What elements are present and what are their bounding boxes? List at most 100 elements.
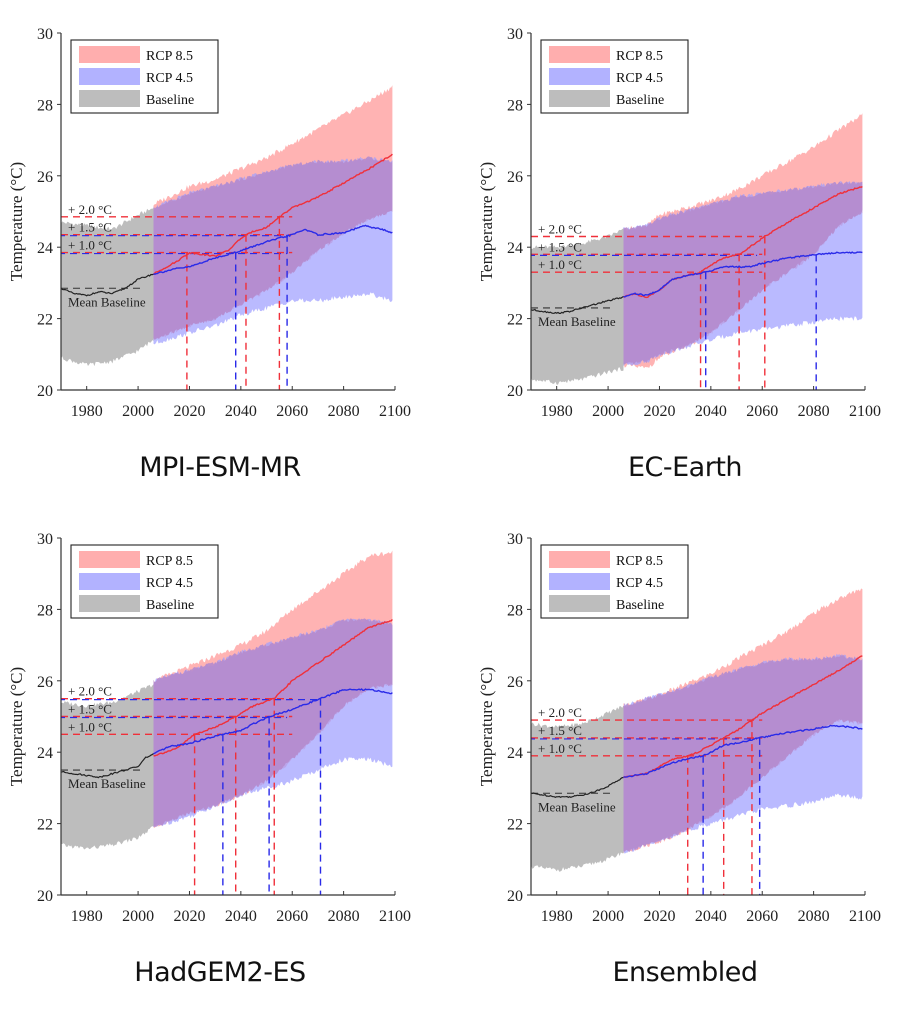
x-tick-label: 2020	[643, 403, 675, 420]
x-tick-label: 2100	[379, 403, 411, 420]
panel-mpi-esm-mr: 20 22 24 26 28 30 1980 2000 2020 2040 2060 2080 2100…	[0, 0, 440, 445]
threshold-label: + 1.5 °C	[68, 220, 112, 235]
x-tick-label: 2000	[592, 908, 624, 925]
y-tick-label: 24	[37, 240, 53, 257]
panel-title-hadgem2-es: HadGEM2-ES	[134, 957, 306, 988]
y-tick-label: 28	[507, 97, 523, 114]
baseline-mean-line	[60, 273, 154, 297]
y-tick-label: 30	[37, 26, 53, 43]
x-tick-label: 2020	[173, 403, 205, 420]
y-axis-label: Temperature (°C)	[7, 667, 26, 786]
legend-swatch	[79, 46, 140, 63]
x-tick-label: 2000	[592, 403, 624, 420]
threshold-label: + 1.5 °C	[68, 702, 112, 717]
legend-swatch	[549, 551, 610, 568]
overlap-band	[153, 618, 393, 827]
y-tick-label: 22	[507, 312, 523, 329]
chart-ec-earth: 20 22 24 26 28 30 1980 2000 2020 2040 2060 2080 2100…	[477, 26, 881, 420]
overlap-band	[623, 654, 863, 852]
legend-label: RCP 4.5	[146, 576, 193, 591]
rcp85-mean-line	[623, 185, 863, 299]
panel-hadgem2-es: 20 22 24 26 28 30 1980 2000 2020 2040 2060 2080 2100…	[0, 505, 440, 950]
legend-swatch	[79, 551, 140, 568]
y-axis-label: Temperature (°C)	[477, 667, 496, 786]
legend-label: Baseline	[146, 93, 194, 108]
x-tick-label: 2060	[276, 403, 308, 420]
y-tick-label: 20	[37, 383, 53, 400]
x-tick-label: 2000	[122, 908, 154, 925]
panel-ensembled: 20 22 24 26 28 30 1980 2000 2020 2040 2060 2080 2100…	[470, 505, 907, 950]
y-tick-label: 26	[37, 169, 53, 186]
rcp85-mean-line	[623, 655, 863, 778]
chart-ensembled: 20 22 24 26 28 30 1980 2000 2020 2040 2060 2080 2100…	[477, 531, 881, 925]
legend-label: RCP 4.5	[146, 71, 193, 86]
x-tick-label: 1980	[71, 908, 103, 925]
y-tick-label: 26	[37, 674, 53, 691]
x-tick-label: 2080	[328, 403, 360, 420]
y-tick-label: 28	[37, 97, 53, 114]
y-tick-label: 28	[507, 602, 523, 619]
legend-label: RCP 8.5	[616, 49, 663, 64]
y-tick-label: 20	[507, 888, 523, 905]
baseline-band	[531, 705, 624, 872]
x-tick-label: 2020	[173, 908, 205, 925]
y-axis-label: Temperature (°C)	[7, 162, 26, 281]
legend-swatch	[549, 46, 610, 63]
baseline-mean-line	[530, 295, 624, 314]
panel-ec-earth: 20 22 24 26 28 30 1980 2000 2020 2040 2060 2080 2100…	[470, 0, 907, 445]
legend-label: RCP 4.5	[616, 576, 663, 591]
legend-swatch	[79, 595, 140, 612]
x-tick-label: 2100	[849, 403, 881, 420]
legend-swatch	[549, 595, 610, 612]
threshold-label: + 2.0 °C	[68, 684, 112, 699]
legend-label: RCP 8.5	[616, 554, 663, 569]
mean-baseline-label: Mean Baseline	[68, 294, 146, 309]
x-tick-label: 2060	[276, 908, 308, 925]
legend-swatch	[549, 90, 610, 107]
mean-baseline-label: Mean Baseline	[68, 776, 146, 791]
baseline-mean-line	[60, 753, 154, 779]
legend-swatch	[79, 573, 140, 590]
x-tick-label: 2100	[379, 908, 411, 925]
y-tick-label: 22	[507, 817, 523, 834]
x-tick-label: 2080	[798, 403, 830, 420]
y-tick-label: 30	[37, 531, 53, 548]
x-tick-label: 2060	[746, 908, 778, 925]
legend-swatch	[79, 90, 140, 107]
rcp85-mean-line	[153, 153, 393, 275]
threshold-label: + 1.0 °C	[538, 257, 582, 272]
legend: RCP 8.5 RCP 4.5 Baseline	[540, 39, 689, 114]
x-tick-label: 2100	[849, 908, 881, 925]
y-tick-label: 30	[507, 531, 523, 548]
y-tick-label: 30	[507, 26, 523, 43]
x-tick-label: 2040	[225, 403, 257, 420]
legend: RCP 8.5 RCP 4.5 Baseline	[540, 544, 689, 619]
x-tick-label: 2080	[328, 908, 360, 925]
x-tick-label: 1980	[71, 403, 103, 420]
panel-title-ensembled: Ensembled	[612, 957, 758, 988]
y-tick-label: 26	[507, 674, 523, 691]
panel-title-ec-earth: EC-Earth	[627, 452, 743, 483]
baseline-band	[531, 228, 624, 385]
x-tick-label: 2020	[643, 908, 675, 925]
x-tick-label: 1980	[541, 908, 573, 925]
y-tick-label: 24	[507, 240, 523, 257]
x-tick-label: 2040	[695, 908, 727, 925]
y-tick-label: 20	[37, 888, 53, 905]
baseline-band	[61, 684, 154, 850]
y-tick-label: 22	[37, 312, 53, 329]
threshold-label: + 2.0 °C	[68, 202, 112, 217]
legend-label: RCP 8.5	[146, 554, 193, 569]
legend-label: Baseline	[146, 598, 194, 613]
legend-swatch	[79, 68, 140, 85]
overlap-band	[623, 181, 863, 365]
y-tick-label: 28	[37, 602, 53, 619]
x-tick-label: 2060	[746, 403, 778, 420]
threshold-label: + 2.0 °C	[538, 705, 582, 720]
rcp45-mean-line	[153, 224, 393, 275]
y-tick-label: 24	[37, 745, 53, 762]
baseline-band	[61, 208, 154, 367]
threshold-label: + 1.0 °C	[68, 719, 112, 734]
legend-label: Baseline	[616, 93, 664, 108]
overlap-band	[153, 156, 393, 340]
